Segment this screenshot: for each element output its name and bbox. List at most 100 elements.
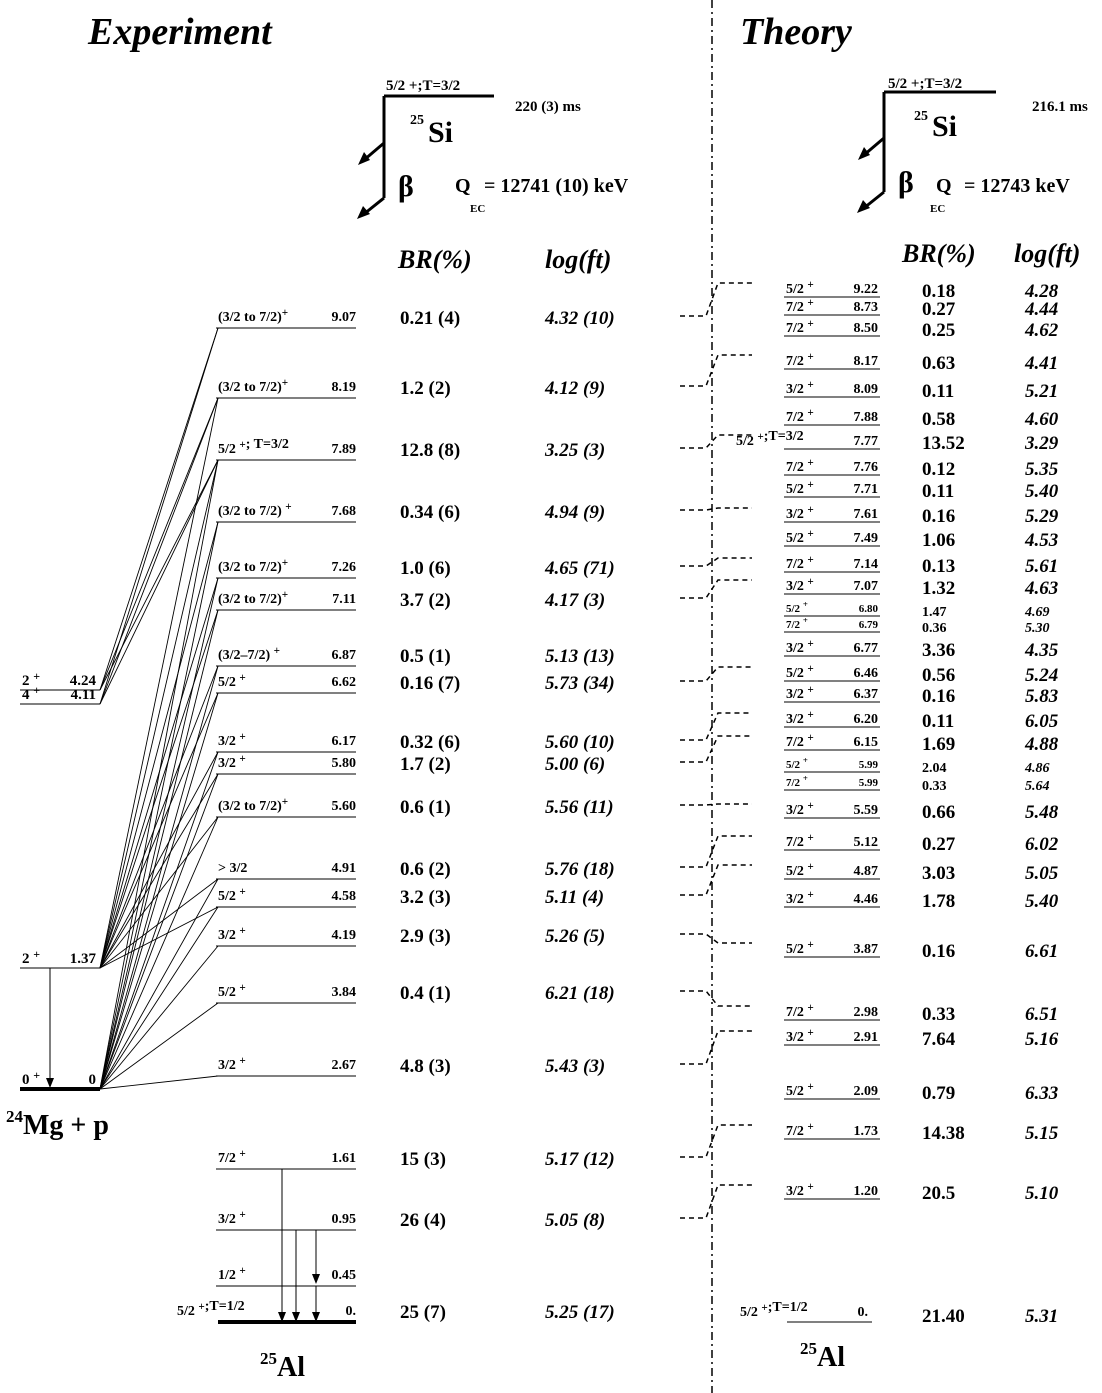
th-level-energy: 6.20 [854,712,879,727]
exp-level-energy: 7.11 [332,592,356,607]
th-branching-ratio: 1.78 [922,891,955,912]
level-connectors [680,282,752,1219]
mg-p-label: 24Mg + p [6,1107,109,1141]
th-log-ft: 5.35 [1025,459,1059,480]
al-mass: 25 [260,1349,277,1368]
th-log-ft: 6.05 [1025,711,1059,732]
th-branching-ratio: 0.16 [922,686,955,707]
exp-level-spin: (3/2–7/2) + [218,645,280,663]
th-level-energy: 1.20 [854,1184,879,1199]
th-level-spin: 3/2 + [786,1027,814,1045]
th-level-spin: 7/2 + [786,297,814,315]
exp-level-spin: (3/2 to 7/2) + [218,501,292,519]
br-header-exp: BR(%) [397,245,472,274]
exp-level-energy: 4.19 [332,928,357,943]
al-gamma-arrowhead [312,1274,320,1284]
th-level-energy: 7.88 [854,410,879,425]
proton-decay-line [99,751,219,1090]
th-level-spin: 5/2 + [786,663,814,681]
th-level-spin: 3/2 + [786,800,814,818]
th-level-spin: 7/2 + [786,318,814,336]
th-level-energy: 6.37 [854,687,879,702]
th-level-spin: 7/2 + [786,554,814,572]
th-branching-ratio: 0.58 [922,409,955,430]
th-level-spin: 7/2 + [786,457,814,475]
th-branching-ratio: 0.56 [922,665,955,686]
exp-level-energy: 7.26 [332,560,357,575]
proton-decay-line [99,816,219,1090]
th-branching-ratio: 0.16 [922,941,955,962]
exp-log-ft: 3.25 (3) [544,440,605,461]
th-level-spin: 5/2 + [786,279,814,297]
th-level-spin: 3/2 + [786,638,814,656]
exp-level-spin: 3/2 + [218,753,246,771]
th-level-energy: 8.73 [854,300,879,315]
nucleus-symbol: Si [428,116,453,149]
th-branching-ratio: 0.33 [922,1004,955,1025]
exp-branching-ratio: 1.0 (6) [400,558,451,579]
exp-level-spin: 3/2 + [218,1209,246,1227]
th-log-ft: 4.62 [1024,320,1059,341]
proton-decay-line [99,521,219,969]
mg-levels: 2 + 4.24 4 + 4.11 2 + 1.37 0 + 0 [20,669,100,1091]
exp-branching-ratio: 25 (7) [400,1302,446,1323]
th-level-energy: 5.59 [854,803,879,818]
th-level-energy: 4.87 [854,864,879,879]
exp-level-spin: 5/2 + [218,982,246,1000]
q-label: Q [455,175,471,197]
exp-branching-ratio: 0.16 (7) [400,673,460,694]
beta-arrow-2-head [357,206,370,219]
proton-decay-line [99,945,219,1090]
proton-decay-line [99,665,219,969]
exp-level-spin: > 3/2 [218,861,247,876]
dashed-level-connector [680,933,752,944]
proton-decay-line [99,327,219,705]
exp-log-ft: 5.00 (6) [545,754,605,775]
q-label: Q [936,175,952,197]
th-branching-ratio: 1.47 [922,605,947,620]
experiment-levels: (3/2 to 7/2)+ 9.07 0.21 (4) 4.32 (10) (3/2 t… [99,307,615,1324]
th-branching-ratio: 21.40 [922,1306,965,1327]
th-level-spin: 7/2 + [786,615,808,631]
mg-level-spin: 0 + [22,1068,40,1088]
mg-level-spin: 4 + [22,683,40,703]
q-value: = 12741 (10) keV [484,175,629,197]
th-branching-ratio: 3.36 [922,640,955,661]
th-branching-ratio: 1.69 [922,734,955,755]
th-log-ft: 4.63 [1024,578,1058,599]
th-level-spin: 5/2 + [786,528,814,546]
th-log-ft: 6.02 [1025,834,1059,855]
th-level-spin: 5/2 + [786,939,814,957]
th-log-ft: 5.40 [1025,481,1059,502]
al-gamma-arrowhead [292,1312,300,1322]
th-log-ft: 4.44 [1024,299,1058,320]
exp-branching-ratio: 1.7 (2) [400,754,451,775]
proton-decay-line [99,397,219,705]
exp-log-ft: 4.17 (3) [544,590,605,611]
proton-decay-line [99,906,219,1090]
th-log-ft: 5.15 [1025,1123,1059,1144]
th-level-energy: 6.15 [854,735,879,750]
th-level-energy: 9.22 [854,282,879,297]
exp-branching-ratio: 0.4 (1) [400,983,451,1004]
proton-decay-line [99,1075,219,1090]
th-log-ft: 5.21 [1025,381,1058,402]
mg-text: Mg + p [23,1110,109,1141]
th-level-energy: 5.99 [859,759,879,771]
th-branching-ratio: 0.33 [922,779,947,794]
al-gamma-arrowhead [278,1312,286,1322]
proton-decay-line [99,692,219,969]
th-level-spin: 7/2 + [786,832,814,850]
th-level-energy: 2.09 [854,1084,879,1099]
proton-decay-line [99,397,219,691]
th-level-spin: 7/2 + [786,407,814,425]
exp-log-ft: 5.60 (10) [545,732,615,753]
exp-log-ft: 4.94 (9) [544,502,605,523]
exp-level-spin: 3/2 + [218,925,246,943]
exp-log-ft: 4.32 (10) [544,308,615,329]
mg-level-spin: 2 + [22,947,40,967]
th-level-spin: 7/2 + [786,1002,814,1020]
exp-level-energy: 6.17 [332,734,357,749]
al-name: Al [817,1342,845,1373]
th-branching-ratio: 14.38 [922,1123,965,1144]
